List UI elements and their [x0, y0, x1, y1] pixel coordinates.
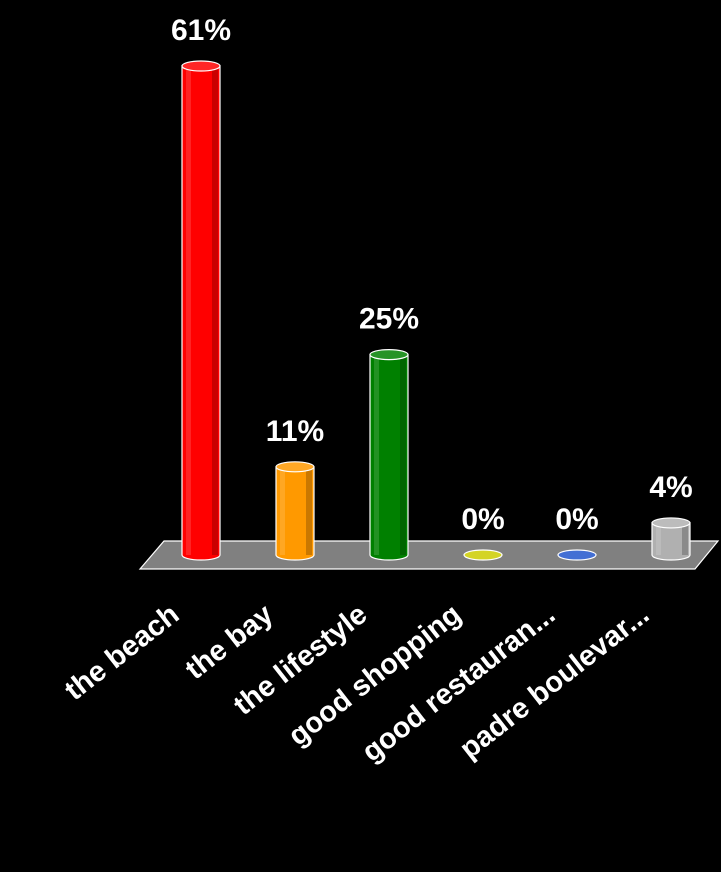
bar-body-padre-boulevar — [651, 522, 691, 561]
bar-cap-the-beach — [181, 60, 221, 72]
bar-body-the-bay — [275, 466, 315, 561]
value-label-the-beach: 61% — [171, 14, 231, 47]
value-label-good-shopping: 0% — [461, 503, 504, 536]
value-label-padre-boulevar: 4% — [649, 471, 692, 504]
bar-cap-good-restauran — [557, 549, 597, 561]
bars-group — [181, 60, 691, 561]
bar-shadow-the-bay — [306, 466, 312, 555]
bar-shadow-padre-boulevar — [682, 522, 688, 555]
bar-shadow-the-lifestyle — [400, 354, 406, 555]
value-label-good-restauran: 0% — [555, 503, 598, 536]
bar-cap-padre-boulevar — [651, 517, 691, 529]
bar-the-beach — [181, 60, 221, 561]
bar-highlight-the-lifestyle — [374, 354, 379, 555]
bar-good-restauran — [557, 549, 597, 561]
value-label-the-lifestyle: 25% — [359, 303, 419, 336]
bar-highlight-padre-boulevar — [656, 522, 661, 555]
bar-the-bay — [275, 461, 315, 561]
chart-floor — [138, 540, 720, 570]
bar-the-lifestyle — [369, 348, 409, 561]
category-label-the-beach: the beach — [59, 598, 185, 707]
bar-highlight-the-beach — [186, 66, 191, 555]
bar-good-shopping — [463, 549, 503, 561]
bar-cap-the-bay — [275, 461, 315, 473]
value-label-the-bay: 11% — [266, 415, 324, 448]
value-labels-group: 61% 11% 25% 0% 0% 4% — [171, 14, 693, 536]
bar-cap-the-lifestyle — [369, 348, 409, 361]
bar-body-the-lifestyle — [369, 353, 409, 561]
bar-highlight-the-bay — [280, 466, 285, 555]
bar-padre-boulevar — [651, 517, 691, 561]
bar-shadow-the-beach — [212, 66, 218, 555]
bar-body-the-beach — [181, 65, 221, 561]
bar-cap-good-shopping — [463, 549, 503, 561]
